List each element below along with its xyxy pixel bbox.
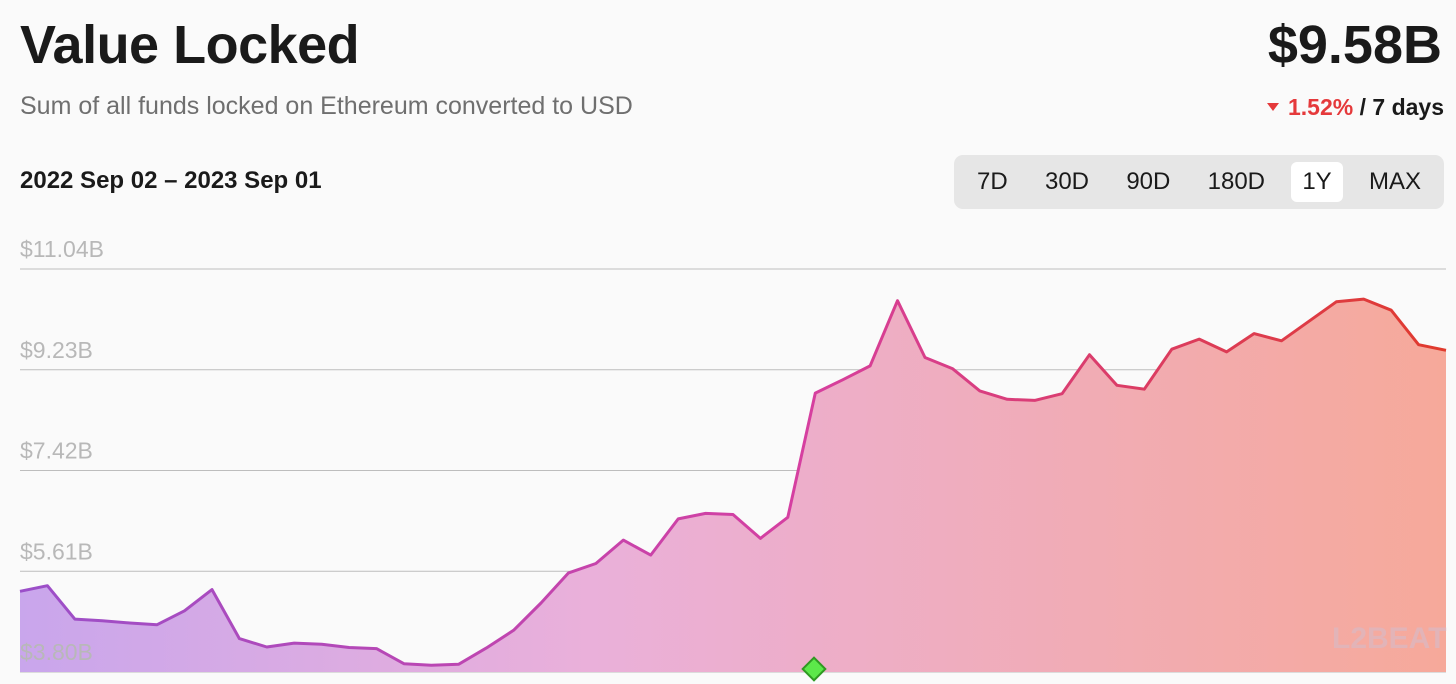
data-point — [1143, 388, 1145, 390]
data-point — [1308, 320, 1310, 322]
data-point — [101, 620, 103, 622]
data-point — [704, 512, 706, 514]
data-point — [1363, 298, 1365, 300]
data-point — [622, 539, 624, 541]
data-point — [595, 562, 597, 564]
tab-7d[interactable]: 7D — [977, 168, 1008, 195]
data-point — [211, 588, 213, 590]
tab-180d[interactable]: 180D — [1207, 168, 1266, 195]
data-point — [1061, 393, 1063, 395]
data-point — [129, 622, 131, 624]
data-point — [1006, 398, 1008, 400]
tab-max[interactable]: MAX — [1368, 168, 1421, 195]
tab-1y[interactable]: 1Y — [1291, 162, 1343, 202]
page-subtitle: Sum of all funds locked on Ethereum conv… — [20, 92, 633, 120]
data-point — [787, 516, 789, 518]
change-indicator: 1.52% / 7 days — [1267, 94, 1444, 121]
y-tick-label: $11.04B — [20, 236, 104, 262]
data-point — [732, 513, 734, 515]
data-point — [403, 663, 405, 665]
data-point — [1445, 349, 1447, 351]
data-point — [650, 554, 652, 556]
data-point — [1034, 399, 1036, 401]
data-point — [896, 300, 898, 302]
data-point — [46, 585, 48, 587]
series-line — [19, 297, 1447, 667]
data-point — [458, 663, 460, 665]
data-point — [266, 646, 268, 648]
data-point — [759, 537, 761, 539]
change-percent: 1.52% — [1288, 94, 1354, 120]
data-point — [512, 629, 514, 631]
data-point — [293, 642, 295, 644]
data-point — [979, 390, 981, 392]
data-point — [1088, 354, 1090, 356]
time-range-tabs: 7D 30D 90D 180D 1Y MAX — [954, 155, 1444, 209]
data-point — [1417, 344, 1419, 346]
tab-90d[interactable]: 90D — [1126, 168, 1171, 195]
data-point — [842, 379, 844, 381]
data-point — [1280, 340, 1282, 342]
data-point — [1390, 309, 1392, 311]
data-point — [869, 365, 871, 367]
page-title: Value Locked — [20, 15, 360, 75]
y-tick-label: $5.61B — [20, 538, 93, 564]
change-period: / 7 days — [1359, 94, 1444, 120]
down-triangle-icon — [1267, 102, 1279, 111]
data-point — [1171, 348, 1173, 350]
data-point — [567, 572, 569, 574]
y-tick-labels: $3.80B $5.61B $7.42B $9.23B $11.04B — [20, 236, 104, 665]
data-point — [814, 392, 816, 394]
data-point — [540, 602, 542, 604]
date-range: 2022 Sep 02 – 2023 Sep 01 — [20, 167, 322, 194]
data-point — [156, 624, 158, 626]
y-tick-label: $7.42B — [20, 438, 93, 464]
data-point — [924, 356, 926, 358]
data-point — [1116, 384, 1118, 386]
data-point — [430, 664, 432, 666]
data-point — [183, 610, 185, 612]
y-tick-label: $3.80B — [20, 639, 93, 665]
data-point — [74, 618, 76, 620]
total-value: $9.58B — [1267, 15, 1442, 75]
event-marker-icon[interactable] — [801, 656, 827, 682]
area-fill — [20, 299, 1446, 672]
data-point — [375, 647, 377, 649]
l2beat-watermark: L2BEAT — [1332, 622, 1446, 655]
data-point — [677, 518, 679, 520]
data-point — [485, 647, 487, 649]
data-point — [1198, 338, 1200, 340]
data-point — [1253, 332, 1255, 334]
data-point — [1335, 301, 1337, 303]
data-point — [321, 643, 323, 645]
data-point — [19, 590, 21, 592]
y-tick-label: $9.23B — [20, 337, 93, 363]
data-point — [1225, 351, 1227, 353]
data-point — [348, 646, 350, 648]
data-point — [238, 637, 240, 639]
tab-30d[interactable]: 30D — [1044, 168, 1090, 195]
data-point — [951, 367, 953, 369]
